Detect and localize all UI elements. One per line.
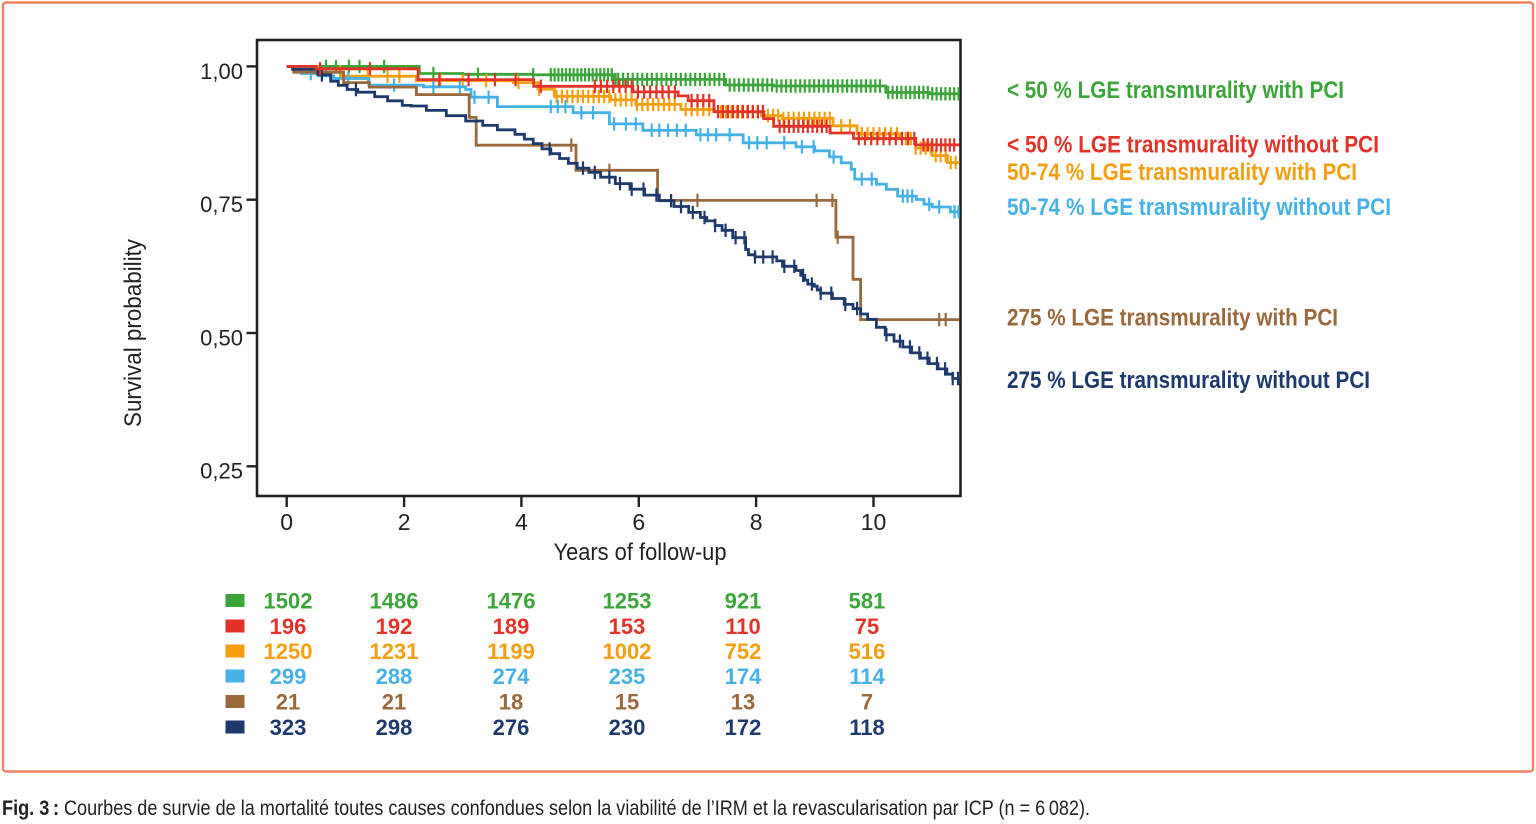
svg-text:110: 110 <box>725 614 761 639</box>
svg-text:1486: 1486 <box>370 588 419 613</box>
svg-text:1231: 1231 <box>370 639 419 664</box>
svg-text:Years of follow-up: Years of follow-up <box>554 539 727 566</box>
svg-text:1476: 1476 <box>487 588 536 613</box>
svg-text:< 50 % LGE transmurality with: < 50 % LGE transmurality with PCI <box>1007 77 1344 104</box>
svg-text:1199: 1199 <box>487 639 535 664</box>
svg-text:18: 18 <box>499 689 523 714</box>
svg-text:274: 274 <box>493 664 530 689</box>
svg-text:275 % LGE transmurality with P: 275 % LGE transmurality with PCI <box>1007 304 1338 331</box>
svg-text:288: 288 <box>376 664 413 689</box>
svg-text:1,00: 1,00 <box>200 59 243 84</box>
svg-text:21: 21 <box>276 689 300 714</box>
svg-text:13: 13 <box>731 689 755 714</box>
svg-text:2: 2 <box>398 509 411 535</box>
svg-text:7: 7 <box>861 689 873 714</box>
svg-text:581: 581 <box>849 588 886 613</box>
svg-text:153: 153 <box>609 614 646 639</box>
svg-text:118: 118 <box>849 715 885 740</box>
svg-text:189: 189 <box>493 614 530 639</box>
svg-text:8: 8 <box>750 509 763 535</box>
svg-text:1002: 1002 <box>603 639 652 664</box>
svg-text:4: 4 <box>515 509 528 535</box>
svg-text:1502: 1502 <box>264 588 313 613</box>
svg-text:516: 516 <box>849 639 886 664</box>
svg-text:196: 196 <box>270 614 307 639</box>
svg-text:298: 298 <box>376 715 413 740</box>
svg-text:192: 192 <box>376 614 413 639</box>
svg-text:921: 921 <box>725 588 762 613</box>
svg-text:6: 6 <box>632 509 645 535</box>
svg-text:Survival probability: Survival probability <box>120 239 147 427</box>
svg-text:174: 174 <box>725 664 762 689</box>
svg-text:1253: 1253 <box>603 588 652 613</box>
svg-text:275 % LGE transmurality withou: 275 % LGE transmurality without PCI <box>1007 367 1370 394</box>
svg-text:15: 15 <box>615 689 639 714</box>
svg-text:< 50 % LGE transmurality witho: < 50 % LGE transmurality without PCI <box>1007 132 1379 159</box>
svg-text:235: 235 <box>609 664 646 689</box>
svg-text:0,75: 0,75 <box>200 192 243 217</box>
svg-text:Fig. 3 :: Fig. 3 : <box>2 796 59 820</box>
svg-text:0,25: 0,25 <box>200 459 243 484</box>
svg-text:276: 276 <box>493 715 530 740</box>
svg-text:230: 230 <box>609 715 646 740</box>
svg-text:0,50: 0,50 <box>200 325 243 350</box>
svg-text:0: 0 <box>280 509 293 535</box>
svg-text:50-74 % LGE transmurality with: 50-74 % LGE transmurality with PCI <box>1007 159 1357 186</box>
svg-text:1250: 1250 <box>264 639 313 664</box>
svg-text:299: 299 <box>270 664 307 689</box>
svg-text:323: 323 <box>270 715 307 740</box>
svg-text:10: 10 <box>861 509 887 535</box>
svg-text:75: 75 <box>855 614 879 639</box>
svg-text:114: 114 <box>849 664 885 689</box>
svg-text:Courbes de survie de la mortal: Courbes de survie de la mortalité toutes… <box>64 796 1090 820</box>
svg-text:50-74 % LGE transmurality with: 50-74 % LGE transmurality without PCI <box>1007 194 1391 221</box>
svg-text:172: 172 <box>725 715 762 740</box>
svg-text:21: 21 <box>382 689 406 714</box>
svg-text:752: 752 <box>725 639 762 664</box>
